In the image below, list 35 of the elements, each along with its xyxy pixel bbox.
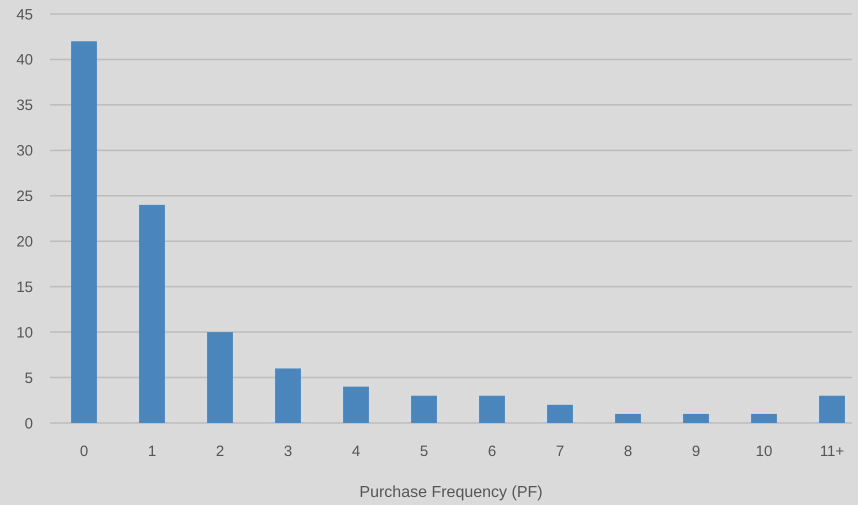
x-tick-label: 0: [80, 443, 88, 460]
y-tick-label: 30: [16, 142, 33, 160]
x-tick-label: 7: [556, 443, 564, 460]
bar: [343, 386, 369, 423]
y-tick-label: 0: [24, 415, 33, 432]
x-tick-label: 10: [756, 443, 772, 460]
y-tick-label: 20: [16, 233, 33, 250]
bar: [479, 396, 505, 423]
bar: [139, 204, 165, 423]
y-tick-label: 10: [16, 324, 33, 342]
bar: [207, 332, 233, 423]
bar: [547, 404, 573, 423]
y-tick-label: 45: [16, 6, 33, 24]
x-tick-label: 8: [624, 443, 632, 460]
y-tick-label: 40: [16, 52, 33, 69]
y-tick-label: 15: [16, 278, 33, 296]
x-tick-label: 5: [420, 443, 428, 460]
bar: [819, 396, 845, 423]
bar: [411, 396, 437, 423]
bar: [275, 368, 301, 423]
x-tick-label: 6: [488, 443, 496, 460]
y-tick-label: 25: [16, 188, 33, 206]
x-axis-title: Purchase Frequency (PF): [359, 484, 543, 501]
x-tick-label: 9: [692, 443, 700, 460]
y-tick-label: 35: [16, 97, 33, 114]
x-tick-label: 2: [216, 443, 224, 460]
y-tick-label: 5: [24, 370, 33, 387]
x-tick-label: 3: [284, 443, 292, 460]
bar: [615, 414, 641, 423]
bar: [683, 414, 709, 423]
x-tick-label: 1: [148, 443, 156, 460]
bar: [71, 41, 97, 423]
x-tick-label: 4: [352, 443, 360, 460]
x-tick-label: 11+: [820, 443, 844, 460]
bar: [751, 414, 777, 423]
